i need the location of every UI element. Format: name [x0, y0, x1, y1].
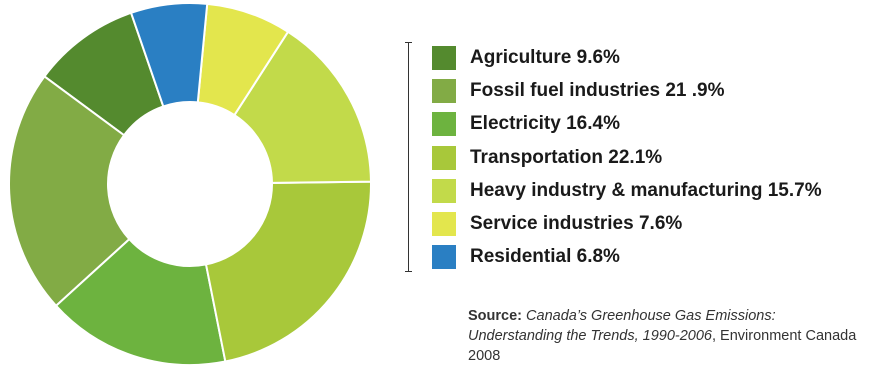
donut-chart	[8, 2, 372, 366]
legend-item: Residential 6.8%	[432, 241, 822, 274]
legend-label: Agriculture 9.6%	[470, 46, 620, 68]
legend-item: Electricity 16.4%	[432, 108, 822, 141]
legend-item: Service industries 7.6%	[432, 207, 822, 240]
legend-label: Transportation 22.1%	[470, 146, 663, 168]
legend-swatch	[432, 145, 456, 170]
source-separator: ,	[711, 328, 717, 344]
legend-swatch	[432, 112, 456, 137]
slice-heavy-industry-manufacturing	[233, 30, 372, 184]
slice-electricity	[54, 237, 227, 366]
legend-swatch	[432, 178, 456, 203]
source-note: Source: Canada’s Greenhouse Gas Emission…	[468, 306, 868, 366]
slice-transportation	[204, 180, 372, 363]
source-title: Canada’s Greenhouse Gas Emissions: Under…	[468, 308, 776, 344]
legend-item: Agriculture 9.6%	[432, 41, 822, 74]
legend: Agriculture 9.6% Fossil fuel industries 2…	[432, 41, 822, 274]
source-publisher: Environment Canada 2008	[468, 328, 857, 364]
legend-swatch	[432, 45, 456, 70]
legend-item: Heavy industry & manufacturing 15.7%	[432, 174, 822, 207]
legend-label: Residential 6.8%	[470, 246, 620, 268]
legend-item: Transportation 22.1%	[432, 141, 822, 174]
slice-residential	[129, 2, 209, 108]
legend-label: Heavy industry & manufacturing 15.7%	[470, 179, 822, 201]
slice-fossil-fuel-industries	[8, 75, 131, 308]
legend-label: Fossil fuel industries 21 .9%	[470, 79, 725, 101]
legend-swatch	[432, 78, 456, 103]
legend-label: Electricity 16.4%	[470, 113, 620, 135]
legend-swatch	[432, 212, 456, 237]
source-label: Source:	[468, 308, 522, 324]
legend-label: Service industries 7.6%	[470, 213, 683, 235]
legend-item: Fossil fuel industries 21 .9%	[432, 74, 822, 107]
legend-swatch	[432, 245, 456, 270]
legend-bracket	[405, 42, 412, 272]
